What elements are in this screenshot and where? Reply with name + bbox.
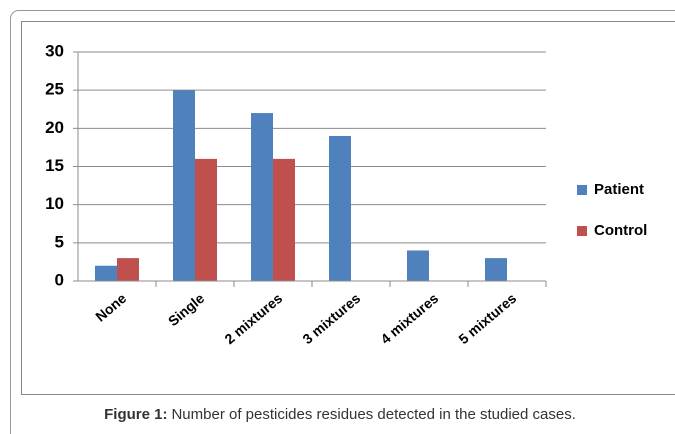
bar (195, 158, 217, 281)
y-tick-label: 10 (45, 194, 64, 213)
y-tick-label: 20 (45, 118, 64, 137)
y-tick-label: 30 (45, 41, 64, 60)
y-tick-label: 15 (45, 156, 64, 175)
bar (117, 258, 139, 281)
bar (273, 158, 295, 281)
legend-label: Control (594, 222, 647, 239)
caption-text: Number of pesticides residues detected i… (171, 406, 575, 423)
bar (251, 113, 273, 281)
caption: Figure 1: Number of pesticides residues d… (104, 406, 576, 423)
caption-label: Figure 1: (104, 406, 167, 423)
bar (173, 90, 195, 282)
legend-swatch (577, 185, 587, 195)
bar (95, 265, 117, 281)
legend-swatch (577, 226, 587, 236)
bar (485, 258, 507, 281)
figure-frame (10, 10, 675, 434)
legend-label: Patient (594, 181, 644, 198)
y-tick-label: 25 (45, 80, 64, 99)
bar (329, 135, 351, 281)
bar (407, 250, 429, 281)
y-tick-label: 0 (55, 270, 64, 289)
y-tick-label: 5 (55, 232, 64, 251)
